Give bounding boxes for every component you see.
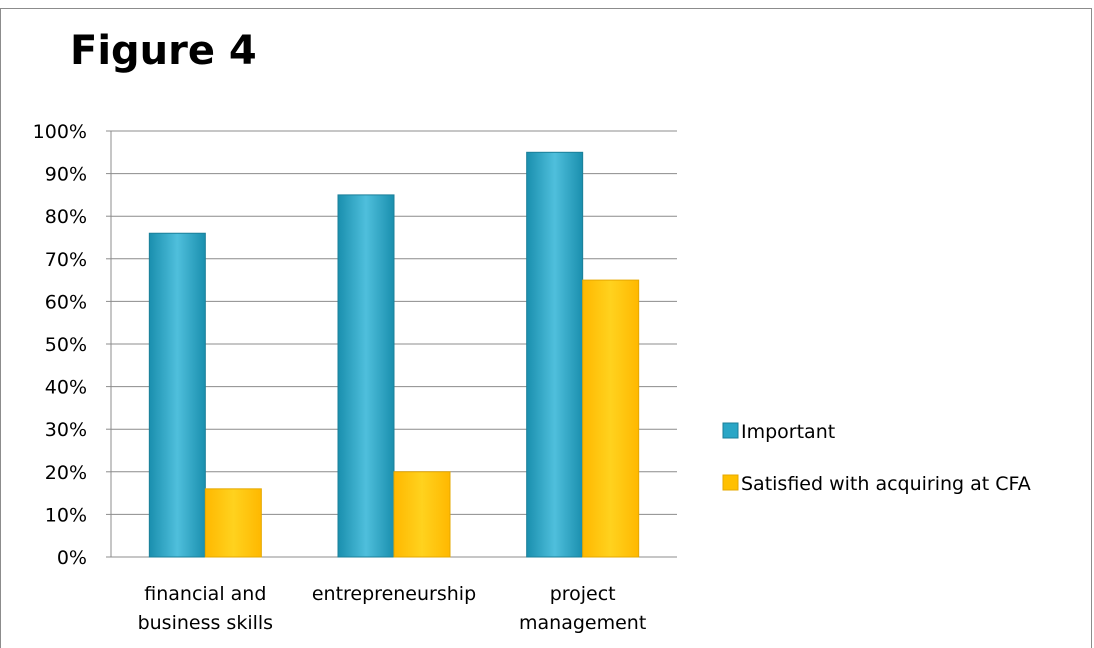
- legend: Important Satisfied with acquiring at CFA: [722, 421, 1031, 495]
- y-tick-label: 20%: [45, 462, 87, 484]
- y-tick-label: 70%: [45, 249, 87, 271]
- bars: [148, 151, 640, 558]
- figure-title: Figure 4: [70, 28, 257, 74]
- bar-satisfied: [582, 279, 640, 558]
- y-tick-label: 50%: [45, 334, 87, 356]
- y-tick-label: 0%: [57, 547, 87, 569]
- y-tick-label: 40%: [45, 377, 87, 399]
- legend-label: Important: [741, 421, 835, 443]
- chart-frame: [0, 8, 1092, 648]
- legend-swatch-important: [722, 422, 739, 439]
- bar-satisfied: [204, 488, 262, 558]
- legend-label: Satisfied with acquiring at CFA: [741, 473, 1031, 495]
- y-tick-label: 30%: [45, 419, 87, 441]
- y-tick-label: 80%: [45, 206, 87, 228]
- x-axis-labels: financial and business skills entrepreneur…: [138, 583, 647, 634]
- x-category-label: project management: [519, 583, 646, 634]
- y-tick-label: 60%: [45, 291, 87, 313]
- bar-important: [526, 151, 584, 558]
- legend-swatch-satisfied: [722, 474, 739, 491]
- y-tick-label: 10%: [45, 504, 87, 526]
- y-tick-label: 90%: [45, 164, 87, 186]
- y-axis-ticks: 0% 10% 20% 30% 40% 50% 60% 70% 80% 90% 100%: [33, 121, 87, 569]
- bar-important: [148, 232, 206, 558]
- x-category-label: entrepreneurship: [312, 583, 476, 605]
- x-category-label: financial and business skills: [138, 583, 274, 634]
- bar-satisfied: [393, 471, 451, 558]
- bar-important: [337, 194, 395, 558]
- y-tick-label: 100%: [33, 121, 87, 143]
